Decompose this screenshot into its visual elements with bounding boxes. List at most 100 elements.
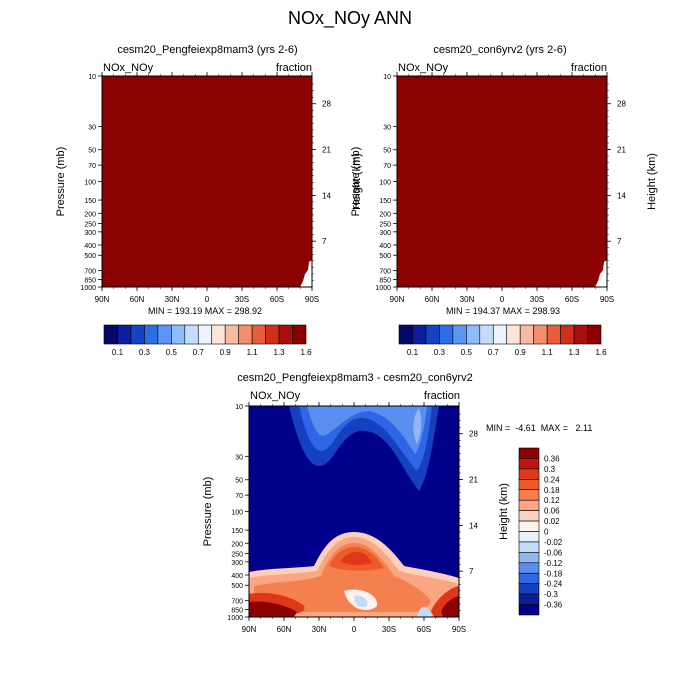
p2-colorbar-box xyxy=(518,520,540,532)
p0-colorbar-box xyxy=(171,324,186,345)
p2-contour-fill xyxy=(307,406,427,454)
p1-xtick-label: 90N xyxy=(390,295,405,304)
p2-colorbar-box xyxy=(518,458,540,470)
p0-ytick-label: 200 xyxy=(84,211,96,218)
p1-xtick-label: 0 xyxy=(500,295,505,304)
p2-ytick-label: 500 xyxy=(231,583,243,590)
p2-colorbar-label: 0.24 xyxy=(544,475,560,484)
p1-ytick-label: 150 xyxy=(379,198,391,205)
p0-colorbar-box xyxy=(103,324,118,345)
p0-ytick-label: 500 xyxy=(84,253,96,260)
p0-xtick-label: 60S xyxy=(270,295,284,304)
p2-rtick-label: 21 xyxy=(469,476,478,485)
p2-colorbar-label: -0.06 xyxy=(544,548,563,557)
p2-rtick-label: 7 xyxy=(469,567,474,576)
p0-colorbar-label: 1.6 xyxy=(300,348,312,357)
p2-colorbar-box xyxy=(518,562,540,574)
p1-rtick-label: 21 xyxy=(617,146,626,155)
p1-colorbar-box xyxy=(492,324,508,345)
p0-rtick-label: 14 xyxy=(322,191,331,200)
p1-frame xyxy=(396,75,608,288)
p2-contour-fill xyxy=(341,552,372,566)
p2-colorbar-box xyxy=(518,468,540,480)
panel-1-left-label: NOx_NOy xyxy=(103,62,154,74)
p2-colorbar-box xyxy=(518,510,540,522)
p0-colorbar-box xyxy=(265,324,280,345)
p1-rtick-label: 14 xyxy=(617,191,626,200)
p2-colorbar-box xyxy=(518,499,540,511)
p2-ytick-label: 400 xyxy=(231,573,243,580)
p2-xtick-label: 90S xyxy=(452,625,466,634)
p1-ytick-label: 100 xyxy=(379,180,391,187)
p2-colorbar-box xyxy=(518,447,540,459)
p1-colorbar-box xyxy=(425,324,440,345)
p2-contour-fill xyxy=(254,543,431,612)
p0-colorbar-label: 0.5 xyxy=(166,348,178,357)
p1-rtick-label: 28 xyxy=(617,100,626,109)
p1-colorbar-box xyxy=(560,324,575,345)
p1-colorbar-box xyxy=(398,324,413,345)
p1-colorbar-label: 0.1 xyxy=(407,348,419,357)
p0-xtick-label: 0 xyxy=(205,295,210,304)
p2-colorbar-label: 0.3 xyxy=(544,465,556,474)
p0-colorbar-box xyxy=(278,324,293,345)
p1-colorbar-box xyxy=(519,324,534,345)
p1-colorbar-label: 0.9 xyxy=(515,348,527,357)
p2-colorbar-box xyxy=(518,552,540,564)
p0-ytick-label: 30 xyxy=(88,124,96,131)
p0-ytick-label: 150 xyxy=(84,198,96,205)
p2-frame xyxy=(248,405,460,618)
p2-contour-fill xyxy=(354,595,368,608)
p1-ytick-label: 200 xyxy=(379,211,391,218)
p0-colorbar-box xyxy=(251,324,266,345)
p1-colorbar-box xyxy=(466,324,481,345)
panel-2-left-label: NOx_NOy xyxy=(398,62,449,74)
p1-ytick-label: 50 xyxy=(383,148,391,155)
p0-colorbar-box xyxy=(157,324,172,345)
p0-colorbar-label: 0.3 xyxy=(139,348,151,357)
p1-ylabel: Pressure (mb) xyxy=(350,147,362,217)
panel-2-right-label: fraction xyxy=(570,62,607,74)
p0-xtick-label: 60N xyxy=(130,295,145,304)
p0-ytick-label: 700 xyxy=(84,269,96,276)
p1-colorbar-label: 1.1 xyxy=(542,348,554,357)
p2-colorbar-label: 0.18 xyxy=(544,486,560,495)
p2-colorbar-label: -0.12 xyxy=(544,559,563,568)
panel-1-right-label: fraction xyxy=(275,62,312,74)
p0-ytick-label: 70 xyxy=(88,163,96,170)
p2-ytick-label: 850 xyxy=(231,608,243,615)
p1-ytick-label: 700 xyxy=(379,269,391,276)
p2-colorbar-label: 0 xyxy=(544,528,549,537)
p1-ytick-label: 850 xyxy=(379,278,391,285)
p2-colorbar-label: -0.3 xyxy=(544,590,558,599)
p0-missing-region xyxy=(300,260,312,287)
p2-xtick-label: 30S xyxy=(382,625,396,634)
panel-1-stats: MIN = 193.19 MAX = 298.92 xyxy=(147,306,263,316)
p0-colorbar-box xyxy=(130,324,145,345)
panel-3-left-label: NOx_NOy xyxy=(250,390,301,402)
panel-3-right-label: fraction xyxy=(423,390,460,402)
p2-rtick-label: 28 xyxy=(469,430,478,439)
p1-xtick-label: 30N xyxy=(460,295,475,304)
panel-3-title: cesm20_Pengfeiexp8mam3 - cesm20_con6yrv2 xyxy=(237,372,473,384)
p0-ytick-label: 250 xyxy=(84,221,96,228)
p0-ytick-label: 10 xyxy=(88,74,96,81)
p2-ytick-label: 700 xyxy=(231,599,243,606)
p2-colorbar-box xyxy=(518,531,540,543)
p1-xtick-label: 90S xyxy=(600,295,614,304)
p1-colorbar-label: 0.3 xyxy=(434,348,446,357)
p1-colorbar-box xyxy=(573,324,588,345)
p1-ytick-label: 500 xyxy=(379,253,391,260)
p0-colorbar-box xyxy=(224,324,239,345)
p0-colorbar-box xyxy=(211,324,226,345)
p2-contour-fill xyxy=(417,606,433,617)
p1-xtick-label: 60S xyxy=(565,295,579,304)
p0-ytick-label: 50 xyxy=(88,148,96,155)
p0-colorbar-label: 0.7 xyxy=(193,348,205,357)
p2-rtick-label: 14 xyxy=(469,521,478,530)
p1-xtick-label: 60N xyxy=(425,295,440,304)
p1-ytick-label: 30 xyxy=(383,124,391,131)
p1-colorbar-box xyxy=(587,324,602,345)
p1-field xyxy=(397,76,607,287)
